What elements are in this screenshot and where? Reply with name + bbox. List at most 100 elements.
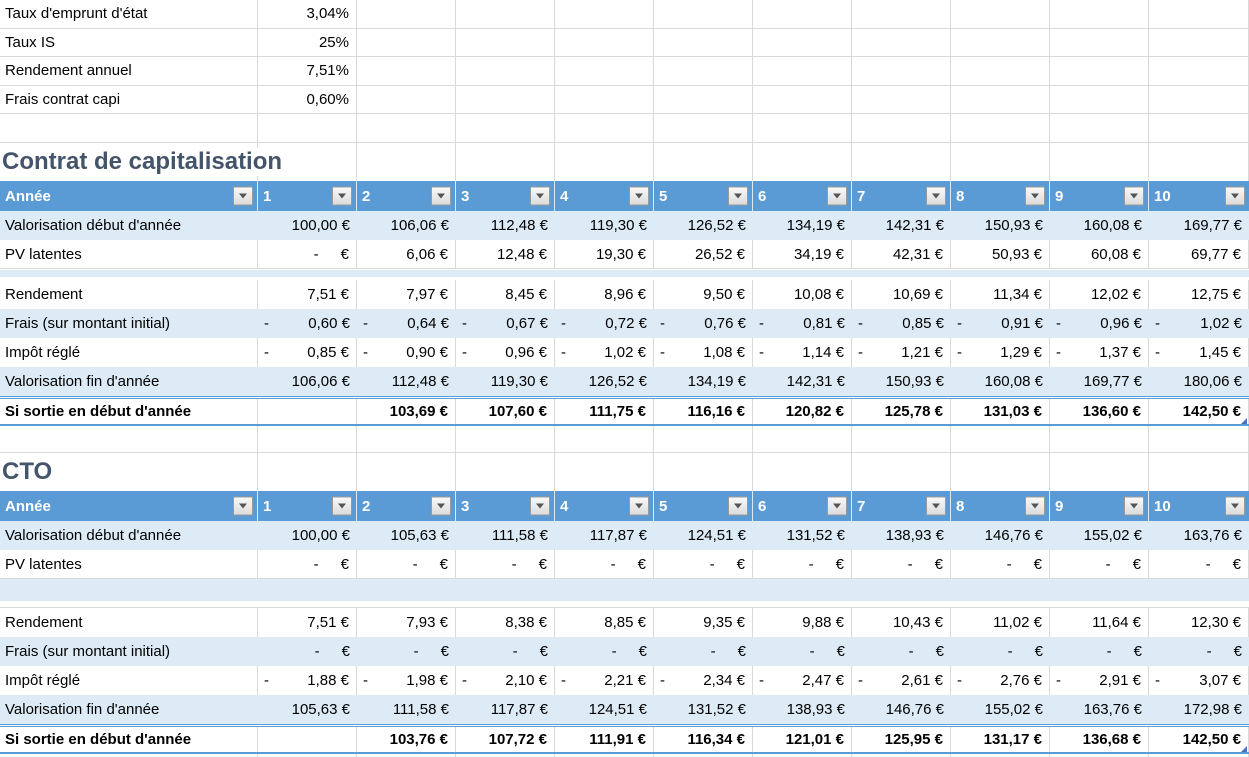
table-cell[interactable]: 105,63 € — [258, 695, 357, 724]
table-cell[interactable]: 69,77 € — [1149, 240, 1249, 268]
sheet-cell[interactable] — [555, 57, 654, 86]
sheet-cell[interactable] — [753, 28, 852, 57]
table-cell[interactable]: - 1,98 € — [357, 666, 456, 695]
table-cell[interactable]: - € — [456, 637, 555, 666]
sheet-cell[interactable] — [654, 114, 753, 143]
table-cell[interactable]: 180,06 € — [1149, 367, 1249, 396]
table-cell[interactable]: - 1,88 € — [258, 666, 357, 695]
filter-button[interactable] — [1225, 186, 1245, 206]
param-value-cell[interactable]: 0,60% — [258, 85, 357, 114]
param-label-cell[interactable]: Taux d'emprunt d'état — [0, 0, 258, 29]
sheet-cell[interactable] — [654, 0, 753, 29]
table-cell[interactable]: 111,58 € — [357, 695, 456, 724]
filter-button[interactable] — [431, 496, 451, 516]
table-cell[interactable]: - 1,45 € — [1149, 338, 1249, 367]
table-cell[interactable]: - € — [852, 550, 951, 578]
table-cell[interactable]: 60,08 € — [1050, 240, 1149, 268]
sheet-cell[interactable] — [654, 426, 753, 453]
table-cell[interactable]: 10,69 € — [852, 280, 951, 309]
table-cell[interactable]: - 0,81 € — [753, 309, 852, 338]
table-cell[interactable]: - 0,96 € — [456, 338, 555, 367]
table-cell[interactable]: 131,52 € — [753, 521, 852, 550]
table-cell[interactable]: 9,50 € — [654, 280, 753, 309]
sheet-cell[interactable] — [753, 57, 852, 86]
table-cell[interactable]: 138,93 € — [753, 695, 852, 724]
sheet-cell[interactable] — [0, 426, 258, 453]
sheet-cell[interactable] — [1149, 0, 1249, 29]
table-cell[interactable]: - 0,91 € — [951, 309, 1050, 338]
year-header-cell[interactable]: 7 — [852, 181, 951, 211]
sheet-cell[interactable] — [456, 754, 555, 757]
table-cell[interactable]: - 0,85 € — [258, 338, 357, 367]
table-cell[interactable]: 172,98 € — [1149, 695, 1249, 724]
table-cell[interactable]: - 1,21 € — [852, 338, 951, 367]
year-header-cell[interactable]: 1 — [258, 181, 357, 211]
sheet-cell[interactable] — [258, 143, 357, 181]
sheet-cell[interactable] — [654, 453, 753, 491]
filter-button[interactable] — [1225, 496, 1245, 516]
table-cell[interactable]: 7,51 € — [258, 280, 357, 309]
sheet-cell[interactable] — [1149, 114, 1249, 143]
sheet-cell[interactable] — [555, 754, 654, 757]
table-cell[interactable]: 119,30 € — [456, 367, 555, 396]
table-cell[interactable]: - € — [555, 637, 654, 666]
year-header-cell[interactable]: 3 — [456, 491, 555, 521]
table-cell[interactable]: 12,75 € — [1149, 280, 1249, 309]
row-label-cell[interactable]: Si sortie en début d'année — [0, 399, 258, 424]
year-header-cell[interactable]: 1 — [258, 491, 357, 521]
sheet-cell[interactable] — [456, 0, 555, 29]
year-header-cell[interactable]: 6 — [753, 491, 852, 521]
sheet-cell[interactable] — [456, 57, 555, 86]
table-cell[interactable]: 136,60 € — [1050, 399, 1149, 424]
table-cell[interactable]: 105,63 € — [357, 521, 456, 550]
table-cell[interactable]: - € — [753, 550, 852, 578]
row-header-cell[interactable]: Année — [0, 181, 258, 211]
table-cell[interactable]: 7,97 € — [357, 280, 456, 309]
table-cell[interactable]: 11,34 € — [951, 280, 1050, 309]
filter-button[interactable] — [332, 186, 352, 206]
sheet-cell[interactable] — [555, 28, 654, 57]
table-cell[interactable] — [258, 727, 357, 752]
year-header-cell[interactable]: 3 — [456, 181, 555, 211]
table-cell[interactable]: - € — [258, 637, 357, 666]
year-header-cell[interactable]: 9 — [1050, 181, 1149, 211]
sheet-cell[interactable] — [1050, 0, 1149, 29]
param-value-cell[interactable]: 25% — [258, 28, 357, 57]
filter-button[interactable] — [431, 186, 451, 206]
sheet-cell[interactable] — [555, 0, 654, 29]
filter-button[interactable] — [827, 186, 847, 206]
sheet-cell[interactable] — [555, 114, 654, 143]
sheet-cell[interactable] — [1149, 85, 1249, 114]
table-cell[interactable]: 112,48 € — [357, 367, 456, 396]
sheet-cell[interactable] — [753, 114, 852, 143]
table-cell[interactable]: 8,85 € — [555, 608, 654, 637]
filter-button[interactable] — [728, 186, 748, 206]
sheet-cell[interactable] — [951, 426, 1050, 453]
table-cell[interactable]: 106,06 € — [258, 367, 357, 396]
row-label-cell[interactable]: Impôt réglé — [0, 338, 258, 367]
sheet-cell[interactable] — [357, 453, 456, 491]
table-cell[interactable]: - 0,90 € — [357, 338, 456, 367]
filter-button[interactable] — [233, 186, 253, 206]
table-cell[interactable]: - 2,10 € — [456, 666, 555, 695]
filter-button[interactable] — [926, 186, 946, 206]
table-cell[interactable]: 34,19 € — [753, 240, 852, 268]
table-cell[interactable]: 10,43 € — [852, 608, 951, 637]
table-cell[interactable]: 111,75 € — [555, 399, 654, 424]
table-cell[interactable]: 112,48 € — [456, 211, 555, 240]
filter-button[interactable] — [629, 186, 649, 206]
sheet-cell[interactable] — [1149, 143, 1249, 181]
table-cell[interactable]: 142,50 € — [1149, 399, 1249, 424]
table-cell[interactable]: - 0,96 € — [1050, 309, 1149, 338]
year-header-cell[interactable]: 2 — [357, 181, 456, 211]
table-cell[interactable]: - € — [654, 550, 753, 578]
param-value-cell[interactable]: 3,04% — [258, 0, 357, 29]
table-cell[interactable]: - 0,85 € — [852, 309, 951, 338]
table-cell[interactable]: 119,30 € — [555, 211, 654, 240]
table-cell[interactable]: 125,78 € — [852, 399, 951, 424]
table-cell[interactable]: 124,51 € — [555, 695, 654, 724]
table-cell[interactable]: 134,19 € — [654, 367, 753, 396]
table-cell[interactable]: 136,68 € — [1050, 727, 1149, 752]
sheet-cell[interactable] — [1149, 426, 1249, 453]
year-header-cell[interactable]: 9 — [1050, 491, 1149, 521]
